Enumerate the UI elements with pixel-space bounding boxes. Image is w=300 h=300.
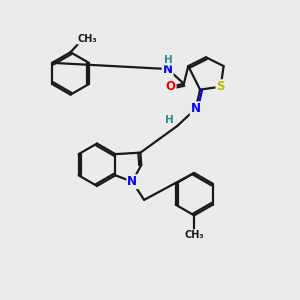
Text: CH₃: CH₃ [77,34,97,44]
Text: N: N [127,175,137,188]
Text: H: H [165,115,173,125]
Text: N: N [163,62,173,76]
Text: N: N [190,102,201,115]
Text: S: S [216,80,225,93]
Text: H: H [164,55,173,64]
Text: O: O [166,80,176,93]
Text: CH₃: CH₃ [184,230,204,240]
